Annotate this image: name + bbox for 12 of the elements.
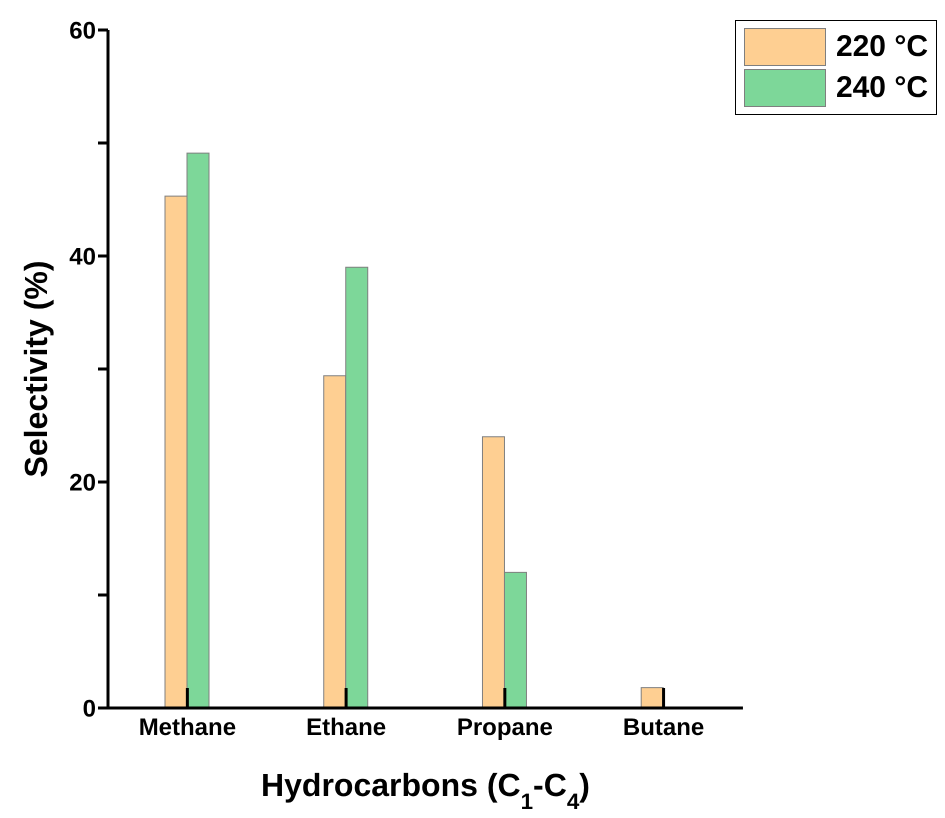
y-tick-label: 40 (69, 244, 96, 271)
y-tick-label: 60 (69, 18, 96, 45)
legend-label: 220 °C (836, 30, 928, 64)
x-tick-label: Butane (622, 714, 704, 742)
y-tick-label: 20 (69, 470, 96, 497)
legend-label: 240 °C (836, 71, 928, 105)
x-tick-label: Ethane (306, 714, 386, 742)
y-axis-title: Selectivity (%) (18, 260, 54, 478)
x-axis-title: Hydrocarbons (C$_{1}$-C$_{4}$) (261, 767, 590, 814)
y-tick-label: 0 (82, 696, 96, 723)
x-tick-label: Propane (456, 714, 553, 742)
x-tick-label: Methane (138, 714, 236, 742)
